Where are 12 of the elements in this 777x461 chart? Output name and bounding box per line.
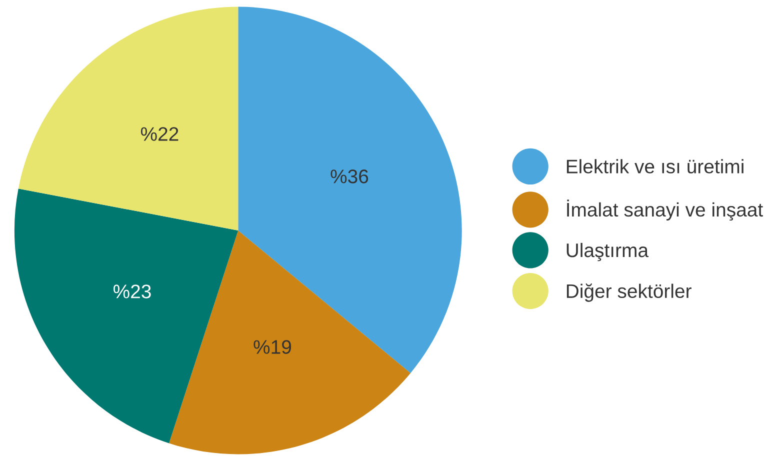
pie-slice [18,6,238,230]
data-label: %36 [330,170,368,184]
pie-slice [238,6,462,374]
legend-label: Elektrik ve ısı üretimi [566,159,744,174]
pie-slice [169,230,411,454]
legend-label: Ulaştırma [566,242,649,262]
legend-label: Diğer sektörler [566,283,692,302]
data-label: %19 [254,340,292,354]
pie-slice [14,188,238,444]
legend-label: İmalat sanayi ve inşaat [567,200,763,221]
data-label: %22 [140,127,178,141]
data-label: %23 [113,284,151,298]
